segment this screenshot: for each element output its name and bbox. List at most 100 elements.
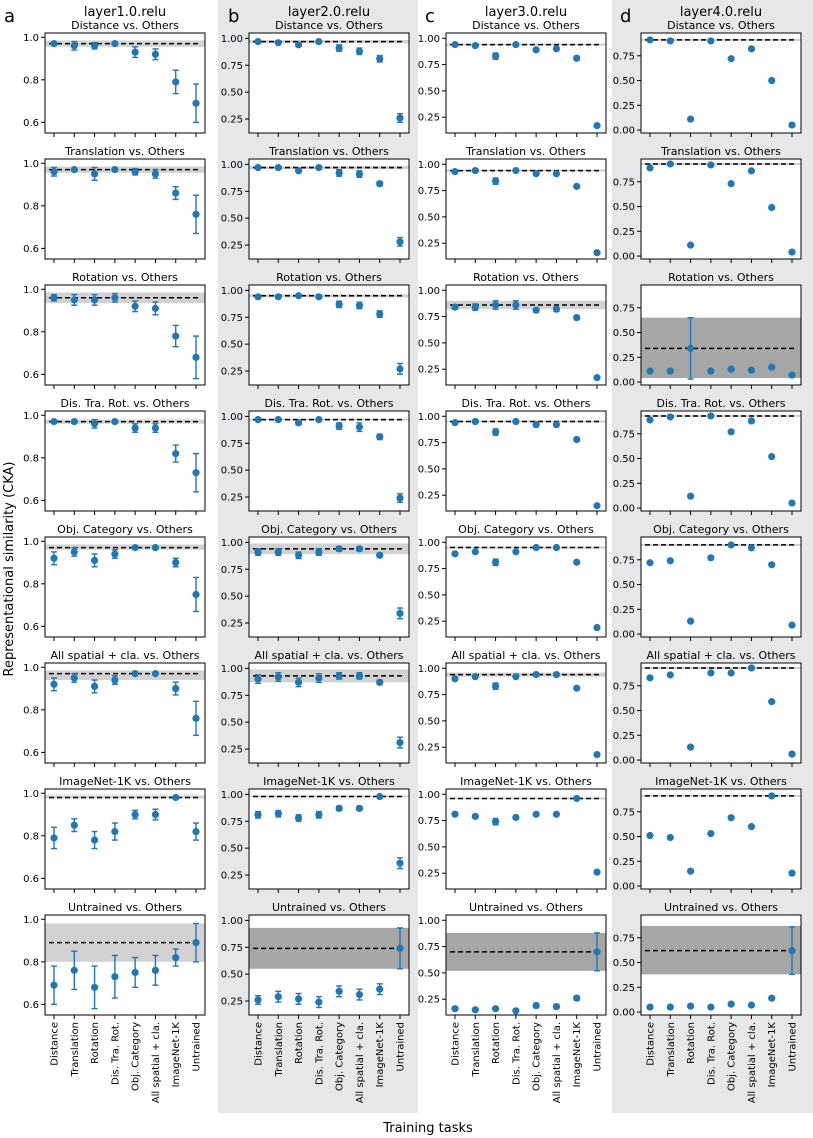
data-point-5 bbox=[727, 669, 735, 677]
data-point-4 bbox=[315, 998, 323, 1006]
panel-title: Distance vs. Others bbox=[275, 19, 383, 32]
y-tick-label: 1.00 bbox=[418, 538, 440, 549]
data-point-1 bbox=[451, 168, 459, 176]
data-point-3 bbox=[294, 551, 303, 559]
column-title-a: layer1.0.relu bbox=[84, 5, 166, 20]
y-tick-label: 0.75 bbox=[221, 313, 243, 324]
x-tick-label: Untrained bbox=[788, 1022, 799, 1071]
panel-d-7: ImageNet-1K vs. Others 0.00 0.25 0.50 0.75 bbox=[613, 775, 802, 893]
data-point-5 bbox=[532, 46, 540, 54]
data-point-8 bbox=[593, 623, 601, 632]
data-point-3 bbox=[294, 678, 303, 686]
data-point-7 bbox=[172, 449, 180, 458]
panel-a-7: ImageNet-1K vs. Others 0.6 0.8 1.0 bbox=[23, 775, 206, 893]
data-point-7 bbox=[573, 684, 581, 692]
x-tick-label: Untrained bbox=[192, 1022, 203, 1071]
data-point-6 bbox=[151, 424, 160, 432]
data-point-8 bbox=[396, 859, 404, 867]
data-point-6 bbox=[151, 50, 160, 58]
panel-c-1: Distance vs. Others 0.25 0.50 0.75 1.00 bbox=[418, 19, 607, 137]
data-point-4 bbox=[111, 827, 119, 836]
x-tick-label: Distance bbox=[646, 1022, 657, 1066]
data-point-6 bbox=[151, 170, 160, 178]
y-tick-label: 0.50 bbox=[418, 842, 440, 853]
y-tick-label: 0.50 bbox=[613, 706, 635, 717]
data-point-1 bbox=[646, 36, 654, 44]
data-point-2 bbox=[471, 548, 479, 556]
column-letter-c: c bbox=[425, 6, 435, 27]
data-point-2 bbox=[471, 1006, 479, 1014]
panel-background bbox=[641, 537, 801, 637]
data-point-7 bbox=[376, 551, 384, 559]
data-point-4 bbox=[707, 161, 715, 169]
panel-frame bbox=[640, 536, 802, 638]
y-tick-label: 0.8 bbox=[23, 453, 39, 464]
data-point-1 bbox=[451, 418, 459, 427]
y-tick-label: 0.75 bbox=[613, 51, 635, 62]
y-tick-label: 0.25 bbox=[613, 479, 635, 490]
panel-c-8: Untrained vs. Others 0.25 0.50 0.75 1.00 Dist… bbox=[418, 901, 607, 1103]
y-tick-label: 1.00 bbox=[221, 412, 243, 423]
data-point-7 bbox=[172, 684, 180, 693]
data-point-2 bbox=[70, 166, 78, 174]
y-tick-label: 0.75 bbox=[418, 942, 440, 953]
panel-title: Distance vs. Others bbox=[472, 19, 580, 32]
data-point-1 bbox=[50, 294, 58, 302]
y-tick-label: 0.25 bbox=[418, 491, 440, 502]
y-tick-label: 0.8 bbox=[23, 705, 39, 716]
data-point-5 bbox=[532, 543, 540, 552]
data-point-8 bbox=[788, 371, 796, 379]
y-tick-label: 0.50 bbox=[221, 718, 243, 729]
x-tick-label: Obj. Category bbox=[532, 1022, 543, 1091]
panel-frame bbox=[44, 284, 206, 386]
data-point-8 bbox=[788, 121, 796, 129]
data-point-5 bbox=[131, 424, 139, 432]
column-title-d: layer4.0.relu bbox=[680, 5, 762, 20]
x-tick-label: Obj. Category bbox=[335, 1022, 346, 1091]
panel-frame bbox=[44, 788, 206, 890]
data-point-7 bbox=[573, 994, 581, 1002]
data-point-5 bbox=[532, 810, 540, 818]
y-tick-label: 0.00 bbox=[613, 882, 635, 893]
data-point-6 bbox=[151, 810, 160, 819]
y-tick-label: 0.25 bbox=[418, 365, 440, 376]
y-tick-label: 0.25 bbox=[418, 239, 440, 250]
data-point-8 bbox=[593, 374, 601, 382]
data-point-8 bbox=[192, 590, 200, 599]
data-point-2 bbox=[666, 833, 674, 842]
y-tick-label: 0.25 bbox=[221, 493, 243, 504]
panel-d-8: Untrained vs. Others 0.00 0.25 0.50 0.75 Dist… bbox=[613, 901, 802, 1103]
data-point-1 bbox=[254, 293, 262, 301]
x-tick-label: Translation bbox=[471, 1022, 482, 1078]
data-point-7 bbox=[376, 310, 384, 318]
data-point-3 bbox=[294, 419, 303, 427]
panel-frame bbox=[248, 158, 410, 260]
y-tick-label: 0.8 bbox=[23, 579, 39, 590]
panel-frame bbox=[248, 536, 410, 638]
data-point-5 bbox=[532, 670, 540, 679]
y-tick-label: 0.25 bbox=[418, 113, 440, 124]
x-tick-label: Dis. Tra. Rot. bbox=[314, 1022, 325, 1085]
data-point-4 bbox=[111, 40, 119, 48]
data-point-8 bbox=[396, 738, 404, 747]
y-tick-label: 0.25 bbox=[418, 743, 440, 754]
data-point-2 bbox=[70, 42, 78, 50]
y-tick-label: 0.8 bbox=[23, 831, 39, 842]
data-point-3 bbox=[491, 428, 500, 436]
data-point-4 bbox=[315, 416, 323, 424]
data-point-5 bbox=[532, 1001, 540, 1010]
y-tick-label: 0.75 bbox=[418, 186, 440, 197]
panel-title: Translation vs. Others bbox=[64, 145, 185, 158]
data-point-3 bbox=[686, 743, 695, 751]
x-tick-label: Rotation bbox=[491, 1022, 502, 1064]
x-tick-label: All spatial + cla. bbox=[747, 1022, 758, 1103]
data-point-7 bbox=[573, 794, 581, 803]
data-point-7 bbox=[768, 561, 776, 569]
y-tick-label: 1.00 bbox=[221, 538, 243, 549]
panel-title: Obj. Category vs. Others bbox=[653, 523, 789, 536]
panel-frame bbox=[445, 284, 607, 386]
data-point-7 bbox=[768, 994, 776, 1002]
panel-d-1: Distance vs. Others 0.00 0.25 0.50 0.75 bbox=[613, 19, 802, 137]
panel-title: All spatial + cla. vs. Others bbox=[647, 649, 796, 662]
x-tick-label: Dis. Tra. Rot. bbox=[511, 1022, 522, 1085]
